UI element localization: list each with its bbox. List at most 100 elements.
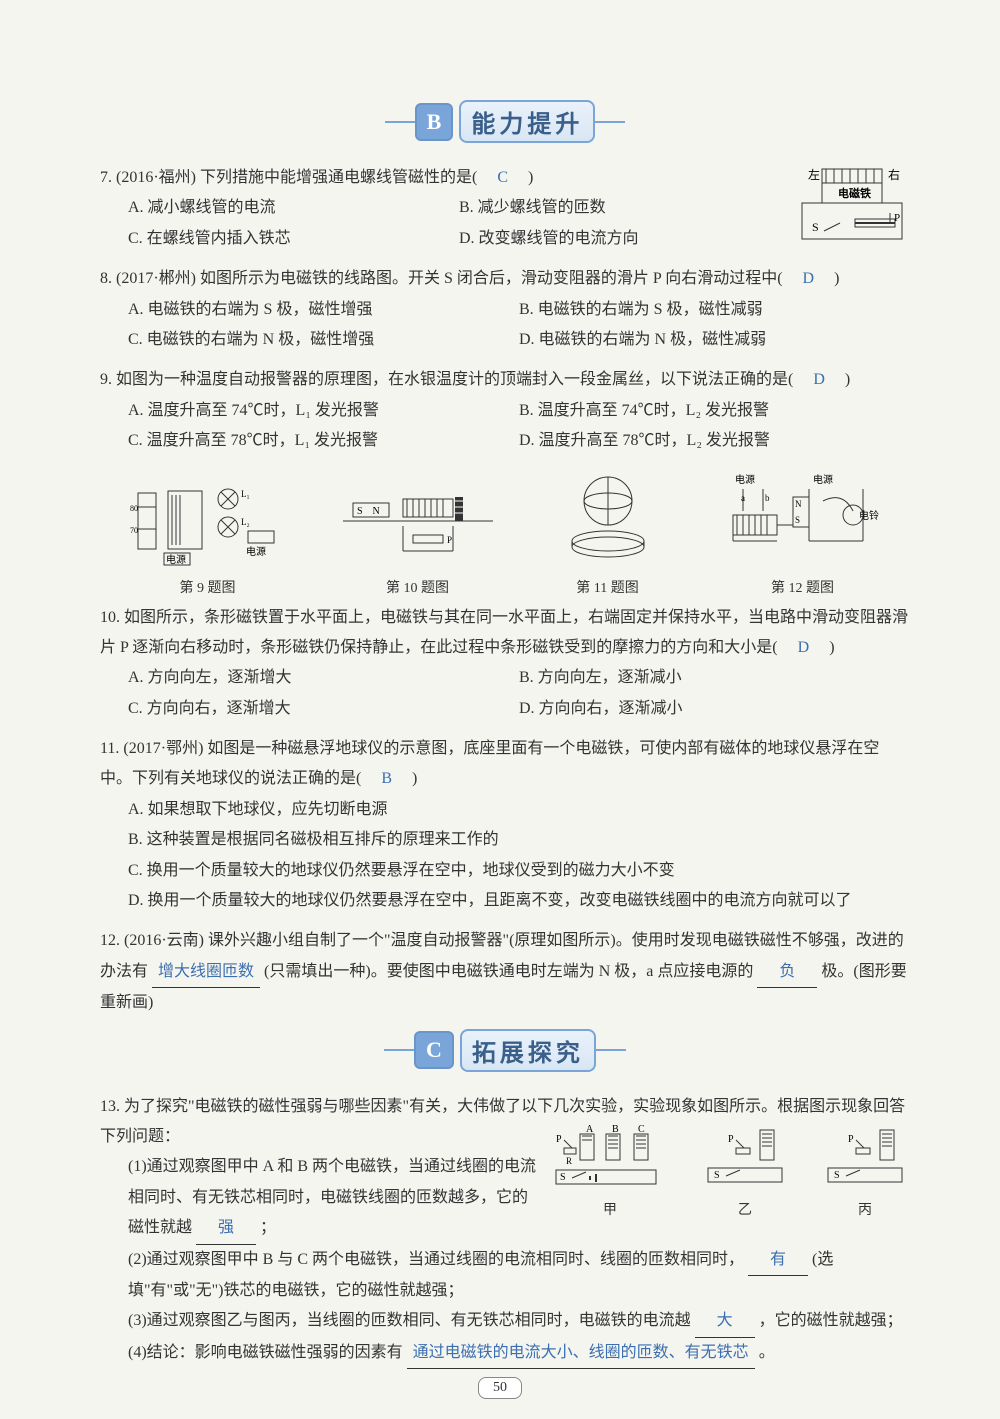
q8-opt-b: B. 电磁铁的右端为 S 极，磁性减弱 bbox=[519, 295, 910, 325]
question-7: 左 右 电磁铁 P S 7. (2016·福州) 下列措施中能增强通电螺线管磁性… bbox=[100, 163, 910, 254]
question-12: 12. (2016·云南) 课外兴趣小组自制了一个"温度自动报警器"(原理如图所… bbox=[100, 926, 910, 1018]
q13-p2-blank: 有 bbox=[748, 1245, 808, 1276]
svg-text:右: 右 bbox=[888, 167, 900, 182]
fig9-icon: 80 70 L₁ L₂ 电源 电源 bbox=[128, 471, 288, 571]
svg-text:70: 70 bbox=[130, 526, 138, 535]
q13-p2: (2)通过观察图甲中 B 与 C 两个电磁铁，当通过线圈的电流相同时、线圈的匝数… bbox=[100, 1245, 910, 1307]
q9-opt-c: C. 温度升高至 78℃时，L₁ 发光报警 bbox=[128, 426, 519, 456]
figure-11: 第 11 题图 bbox=[548, 471, 668, 597]
q10-opt-d: D. 方向向右，逐渐减小 bbox=[519, 694, 910, 724]
question-10: 10. 如图所示，条形磁铁置于水平面上，电磁铁与其在同一水平面上，右端固定并保持… bbox=[100, 603, 910, 725]
q13-p4a: (4)结论：影响电磁铁磁性强弱的因素有 bbox=[128, 1344, 403, 1361]
q10-answer: D bbox=[798, 639, 810, 656]
q13-p1a: (1)通过观察图甲中 A 和 B 两个电磁铁，当通过线圈的电流相同时、有无铁芯相… bbox=[128, 1158, 536, 1236]
q7-stem-end: ) bbox=[512, 169, 533, 186]
q9-answer: D bbox=[813, 371, 825, 388]
q13-p1b: ； bbox=[260, 1219, 276, 1236]
svg-text:电铃: 电铃 bbox=[859, 509, 879, 522]
q7-number: 7. bbox=[100, 169, 112, 186]
svg-text:左: 左 bbox=[808, 167, 820, 182]
svg-text:电源: 电源 bbox=[166, 553, 186, 566]
q12-number: 12. bbox=[100, 932, 120, 949]
fig10-caption: 第 10 题图 bbox=[343, 577, 493, 597]
fig-jia-icon: AB C P R S bbox=[550, 1122, 670, 1192]
q13-p1-blank: 强 bbox=[196, 1213, 256, 1244]
page-number: 50 bbox=[478, 1377, 522, 1399]
q7-stem: 下列措施中能增强通电螺线管磁性的是( bbox=[200, 169, 493, 186]
fig10-icon: S N P bbox=[343, 471, 493, 571]
svg-text:L₁: L₁ bbox=[241, 489, 250, 499]
q10-number: 10. bbox=[100, 609, 120, 626]
q11-opt-d: D. 换用一个质量较大的地球仪仍然要悬浮在空中，且距离不变，改变电磁铁线圈中的电… bbox=[128, 886, 910, 916]
q8-stem-end: ) bbox=[818, 270, 839, 287]
figure-12: 电源 电源 ab NS 电铃 第 12 题图 bbox=[723, 471, 883, 597]
section-b-badge: B 能力提升 bbox=[385, 100, 626, 143]
svg-text:R: R bbox=[566, 1156, 572, 1166]
section-b-letter: B bbox=[415, 103, 454, 141]
q7-opt-c: C. 在螺线管内插入铁芯 bbox=[128, 224, 459, 254]
fig11-caption: 第 11 题图 bbox=[548, 577, 668, 597]
q8-opt-a: A. 电磁铁的右端为 S 极，磁性增强 bbox=[128, 295, 519, 325]
fig-jia-caption: 甲 bbox=[550, 1198, 670, 1225]
section-b-header: B 能力提升 bbox=[100, 100, 910, 143]
svg-text:S: S bbox=[714, 1170, 720, 1181]
svg-text:S: S bbox=[560, 1172, 566, 1183]
question-9: 9. 如图为一种温度自动报警器的原理图，在水银温度计的顶端封入一段金属丝，以下说… bbox=[100, 365, 910, 456]
q13-p3-blank: 大 bbox=[695, 1306, 755, 1337]
svg-text:S: S bbox=[795, 515, 800, 525]
q9-stem: 如图为一种温度自动报警器的原理图，在水银温度计的顶端封入一段金属丝，以下说法正确… bbox=[116, 371, 809, 388]
q11-stem-end: ) bbox=[396, 770, 417, 787]
q11-opt-a: A. 如果想取下地球仪，应先切断电源 bbox=[128, 795, 910, 825]
q7-source: (2016·福州) bbox=[116, 169, 196, 186]
q7-answer: C bbox=[497, 169, 508, 186]
svg-text:B: B bbox=[612, 1124, 619, 1135]
q8-source: (2017·郴州) bbox=[116, 270, 196, 287]
q8-answer: D bbox=[803, 270, 815, 287]
figure-row-9-12: 80 70 L₁ L₂ 电源 电源 第 9 题图 S N bbox=[100, 471, 910, 597]
question-8: 8. (2017·郴州) 如图所示为电磁铁的线路图。开关 S 闭合后，滑动变阻器… bbox=[100, 264, 910, 355]
q12-blank1: 增大线圈匝数 bbox=[152, 957, 260, 988]
q9-number: 9. bbox=[100, 371, 112, 388]
q7-opt-d: D. 改变螺线管的电流方向 bbox=[459, 224, 790, 254]
q13-figures: AB C P R S 甲 bbox=[550, 1122, 910, 1225]
q9-opt-a: A. 温度升高至 74℃时，L₁ 发光报警 bbox=[128, 396, 519, 426]
svg-text:电磁铁: 电磁铁 bbox=[838, 186, 871, 200]
svg-text:电源: 电源 bbox=[813, 473, 833, 486]
q12-stem-b: (只需填出一种)。要使图中电磁铁通电时左端为 N 极，a 点应接电源的 bbox=[264, 963, 753, 980]
fig12-icon: 电源 电源 a b NS 电铃 bbox=[723, 471, 883, 571]
q10-options: A. 方向向左，逐渐增大 B. 方向向左，逐渐减小 C. 方向向右，逐渐增大 D… bbox=[100, 663, 910, 724]
q8-opt-c: C. 电磁铁的右端为 N 极，磁性增强 bbox=[128, 325, 519, 355]
figure-bing: P S 丙 bbox=[820, 1122, 910, 1225]
svg-text:电源: 电源 bbox=[735, 473, 755, 486]
q9-stem-end: ) bbox=[829, 371, 850, 388]
svg-text:P: P bbox=[556, 1134, 562, 1145]
q13-p3b: ，它的磁性就越强； bbox=[759, 1312, 903, 1329]
q8-stem: 如图所示为电磁铁的线路图。开关 S 闭合后，滑动变阻器的滑片 P 向右滑动过程中… bbox=[200, 270, 799, 287]
section-c-letter: C bbox=[414, 1031, 454, 1069]
q13-p2a: (2)通过观察图甲中 B 与 C 两个电磁铁，当通过线圈的电流相同时、线圈的匝数… bbox=[128, 1251, 744, 1268]
svg-text:S: S bbox=[834, 1170, 840, 1181]
question-13: 13. 为了探究"电磁铁的磁性强弱与哪些因素"有关，大伟做了以下几次实验，实验现… bbox=[100, 1092, 910, 1370]
q11-number: 11. bbox=[100, 740, 119, 757]
svg-text:P: P bbox=[447, 535, 452, 545]
fig-yi-caption: 乙 bbox=[700, 1198, 790, 1225]
q7-opt-b: B. 减少螺线管的匝数 bbox=[459, 193, 790, 223]
q11-answer: B bbox=[381, 770, 392, 787]
fig-bing-icon: P S bbox=[820, 1122, 910, 1192]
svg-text:80: 80 bbox=[130, 504, 138, 513]
q11-opt-c: C. 换用一个质量较大的地球仪仍然要悬浮在空中，地球仪受到的磁力大小不变 bbox=[128, 856, 910, 886]
circuit-icon: 左 右 电磁铁 P S bbox=[800, 163, 910, 249]
figure-10: S N P 第 10 题图 bbox=[343, 471, 493, 597]
q13-p3: (3)通过观察图乙与图丙，当线圈的匝数相同、有无铁芯相同时，电磁铁的电流越 大 … bbox=[100, 1306, 910, 1337]
svg-text:b: b bbox=[765, 493, 770, 503]
svg-text:P: P bbox=[894, 212, 900, 224]
q13-p4b: 。 bbox=[759, 1344, 775, 1361]
q10-stem: 如图所示，条形磁铁置于水平面上，电磁铁与其在同一水平面上，右端固定并保持水平，当… bbox=[100, 609, 908, 656]
svg-text:a: a bbox=[741, 493, 745, 503]
figure-yi: P S 乙 bbox=[700, 1122, 790, 1225]
q11-options: A. 如果想取下地球仪，应先切断电源 B. 这种装置是根据同名磁极相互排斥的原理… bbox=[100, 795, 910, 917]
svg-text:C: C bbox=[638, 1124, 645, 1135]
svg-text:N: N bbox=[795, 499, 802, 509]
q7-opt-a: A. 减小螺线管的电流 bbox=[128, 193, 459, 223]
fig-yi-icon: P S bbox=[700, 1122, 790, 1192]
